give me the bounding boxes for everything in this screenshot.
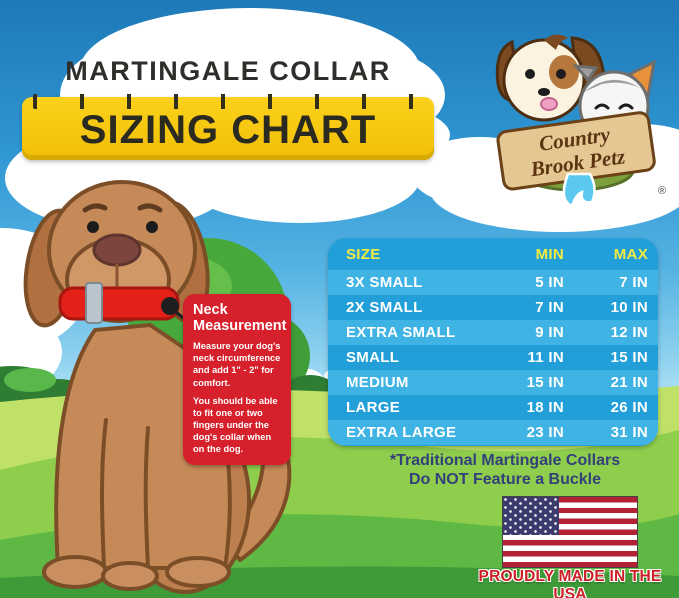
cell-max: 31 IN xyxy=(610,424,648,441)
made-in-usa-label: PROUDLY MADE IN THE USA xyxy=(478,568,662,598)
dog-paw xyxy=(101,561,159,591)
footnote-line1: *Traditional Martingale Collars xyxy=(389,452,621,469)
cell-min: 23 IN xyxy=(526,424,564,441)
collar-slide-buckle xyxy=(85,282,103,324)
table-row: EXTRA SMALL 9 IN 12 IN xyxy=(328,320,658,345)
logo-banner: Country Brook Petz xyxy=(496,111,656,191)
cell-size: EXTRA SMALL xyxy=(346,324,456,341)
cell-max: 26 IN xyxy=(610,399,648,416)
table-footnote: *Traditional Martingale Collars Do NOT F… xyxy=(340,452,670,490)
column-header-size: SIZE xyxy=(346,245,381,263)
cell-min: 18 IN xyxy=(526,399,564,416)
dog-eye xyxy=(146,221,158,233)
cell-max: 21 IN xyxy=(610,374,648,391)
ruler-ticks xyxy=(33,94,426,109)
dog-nose xyxy=(92,233,142,267)
logo-water-splash xyxy=(562,172,596,207)
dog-paw xyxy=(165,556,231,588)
dog-front-leg-line xyxy=(100,418,108,570)
callout-paragraph: Measure your dog's neck circumference an… xyxy=(193,341,281,388)
ruler-banner: SIZING CHART xyxy=(22,94,434,160)
table-row: SMALL 11 IN 15 IN xyxy=(328,345,658,370)
callout-paragraph: You should be able to fit one or two fin… xyxy=(193,395,278,454)
cell-max: 7 IN xyxy=(619,274,648,291)
table-row: 2X SMALL 7 IN 10 IN xyxy=(328,295,658,320)
dog-front-leg-line xyxy=(143,426,150,570)
cell-min: 9 IN xyxy=(535,324,564,341)
neck-measurement-callout: Neck Measurement Measure your dog's neck… xyxy=(183,294,291,466)
dog-eye xyxy=(87,221,99,233)
registered-trademark-symbol: ® xyxy=(658,185,666,197)
page-title: SIZING CHART xyxy=(79,108,377,152)
cell-size: 3X SMALL xyxy=(346,274,423,291)
column-header-max: MAX xyxy=(613,245,648,263)
sizing-table: SIZE MIN MAX 3X SMALL 5 IN 7 IN 2X SMALL… xyxy=(328,238,658,446)
table-row: MEDIUM 15 IN 21 IN xyxy=(328,370,658,395)
dog-paw xyxy=(42,555,108,589)
cell-max: 15 IN xyxy=(610,349,648,366)
table-row: 3X SMALL 5 IN 7 IN xyxy=(328,270,658,295)
callout-title: Neck Measurement xyxy=(193,302,287,334)
cell-max: 12 IN xyxy=(610,324,648,341)
footnote-line2: Do NOT Feature a Buckle xyxy=(408,470,602,488)
cell-size: 2X SMALL xyxy=(346,299,423,316)
cell-max: 10 IN xyxy=(610,299,648,316)
flag-canton-stars xyxy=(503,497,559,535)
us-flag-icon xyxy=(502,496,638,568)
page-kicker: MARTINGALE COLLAR xyxy=(65,56,391,86)
cell-size: MEDIUM xyxy=(346,374,409,391)
table-header-row: SIZE MIN MAX xyxy=(328,238,658,270)
cell-min: 7 IN xyxy=(535,299,564,316)
country-brook-petz-logo: Country Brook Petz ® xyxy=(495,34,666,207)
dog-eyebrow xyxy=(82,203,108,213)
cell-min: 11 IN xyxy=(527,349,564,366)
table-row: EXTRA LARGE 23 IN 31 IN xyxy=(328,420,658,445)
column-header-min: MIN xyxy=(535,245,564,263)
table-row: LARGE 18 IN 26 IN xyxy=(328,395,658,420)
dog-eyebrow xyxy=(137,203,163,213)
cell-size: EXTRA LARGE xyxy=(346,424,457,441)
cell-min: 15 IN xyxy=(526,374,564,391)
cell-size: LARGE xyxy=(346,399,400,416)
dog-illustration xyxy=(23,180,292,594)
cell-min: 5 IN xyxy=(535,274,564,291)
cell-size: SMALL xyxy=(346,349,400,366)
